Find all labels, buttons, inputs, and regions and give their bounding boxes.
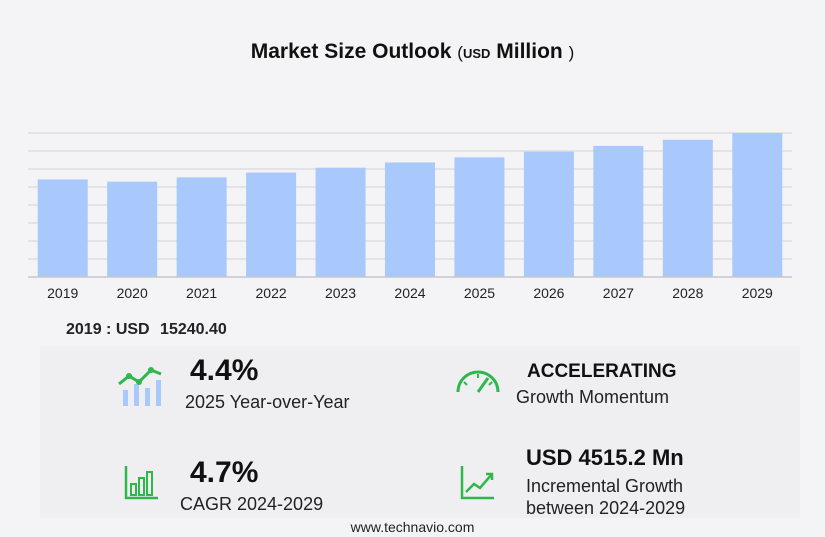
- bar-chart: 2019 2020 2021 2022 2023 2024 2025 2026 2027 2028…: [28, 132, 792, 301]
- x-tick-label: 2023: [325, 285, 356, 301]
- bar-2029: [732, 133, 783, 277]
- speedometer-icon: [456, 370, 500, 393]
- x-tick-label: 2025: [464, 285, 495, 301]
- stats-panel: [40, 346, 800, 518]
- bar-2022: [246, 172, 297, 277]
- title-open-paren: (: [457, 43, 463, 62]
- title-main: Market Size Outlook: [250, 40, 452, 63]
- title-close-paren: ): [568, 43, 575, 62]
- incremental-label-2: between 2024-2029: [526, 498, 686, 518]
- x-tick-label: 2027: [603, 285, 634, 301]
- x-tick-label: 2028: [672, 285, 703, 301]
- chart-title: Market Size Outlook (USD Million ): [0, 40, 825, 64]
- bar-2024: [385, 162, 435, 277]
- title-unit: USD: [462, 46, 491, 61]
- x-tick-label: 2021: [186, 285, 217, 301]
- bar-2027: [593, 145, 644, 277]
- cagr-value: 4.7%: [190, 456, 259, 489]
- momentum-label: Growth Momentum: [516, 387, 670, 407]
- x-tick-label: 2022: [256, 285, 287, 301]
- momentum-value: ACCELERATING: [527, 361, 677, 382]
- bar-chart-icon: [124, 466, 158, 500]
- bar-trend-icon: [118, 367, 162, 406]
- yoy-value: 4.4%: [190, 354, 259, 387]
- x-tick-label: 2026: [533, 285, 564, 301]
- base-amount: 15240.40: [160, 321, 227, 338]
- x-tick-label: 2024: [394, 285, 425, 301]
- x-tick-label: 2019: [47, 285, 78, 301]
- incremental-label-1: Incremental Growth: [526, 476, 684, 496]
- bar-2019: [37, 179, 88, 277]
- x-tick-label: 2020: [117, 285, 148, 301]
- bar-2028: [662, 139, 713, 277]
- base-year-value: 2019 : USD 15240.40: [66, 321, 227, 339]
- bar-2025: [454, 157, 505, 277]
- incremental-value: USD 4515.2 Mn: [526, 445, 684, 470]
- title-scale: Million: [496, 40, 563, 63]
- bar-2023: [315, 167, 366, 277]
- base-label: 2019 : USD: [66, 321, 150, 338]
- yoy-label: 2025 Year-over-Year: [185, 392, 350, 412]
- x-tick-label: 2029: [742, 285, 773, 301]
- bar-2026: [523, 151, 574, 277]
- bar-2021: [176, 177, 227, 277]
- line-growth-icon: [460, 466, 494, 500]
- bar-2020: [107, 181, 158, 277]
- source-url: www.technavio.com: [350, 519, 475, 535]
- cagr-label: CAGR 2024-2029: [180, 494, 324, 514]
